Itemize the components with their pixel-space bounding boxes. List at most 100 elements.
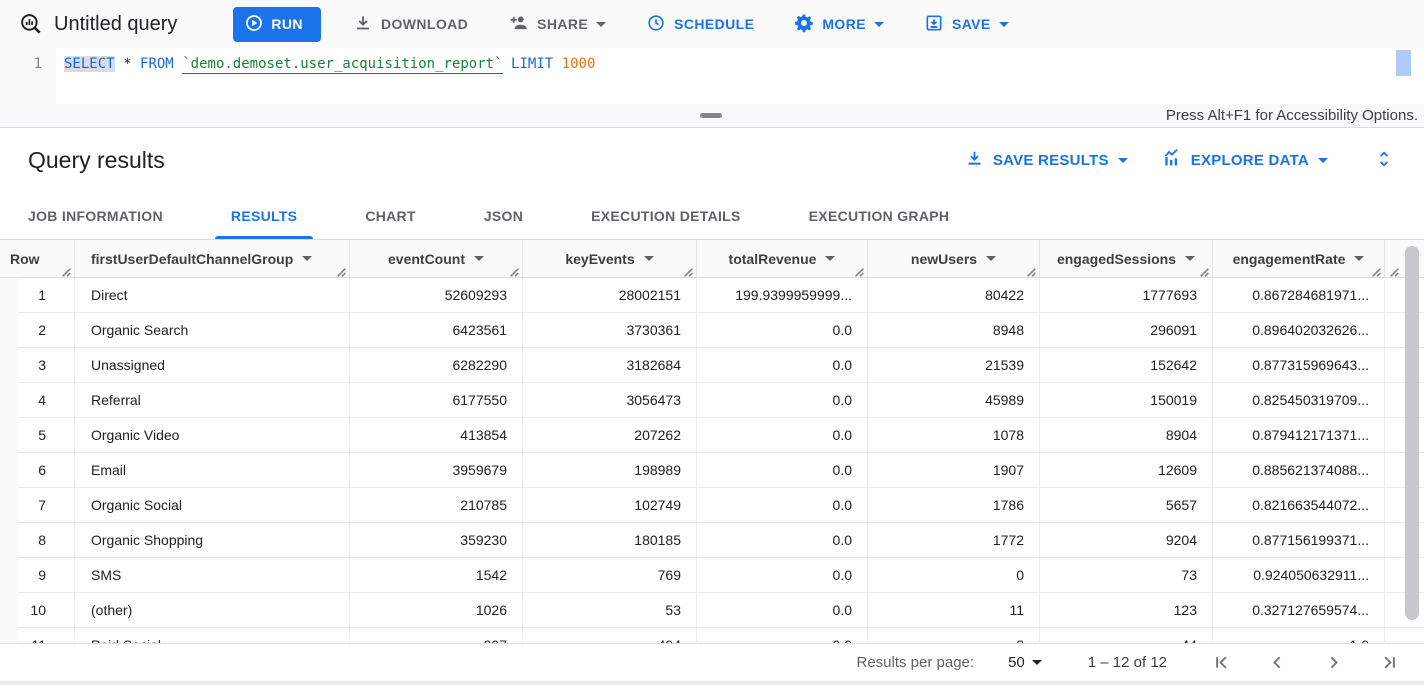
column-resize-grip[interactable] [509,265,520,277]
splitter-drag-handle[interactable] [700,113,722,118]
column-resize-grip[interactable] [336,265,347,277]
cell-engagementRate[interactable]: 0.924050632911... [1213,558,1385,592]
cell-engagedSessions[interactable]: 9204 [1040,523,1213,557]
cell-newUsers[interactable]: 11 [868,593,1040,627]
row-number-cell[interactable]: 2 [0,313,75,347]
save-button[interactable]: SAVE [916,7,1017,42]
column-header-engagedSessions[interactable]: engagedSessions [1040,240,1213,277]
cell-engagedSessions[interactable]: 296091 [1040,313,1213,347]
cell-engagedSessions[interactable]: 8904 [1040,418,1213,452]
cell-engagementRate[interactable]: 0.885621374088... [1213,453,1385,487]
cell-engagementRate[interactable]: 0.879412171371... [1213,418,1385,452]
cell-newUsers[interactable]: 80422 [868,278,1040,312]
row-number-cell[interactable]: 8 [0,523,75,557]
sql-editor[interactable]: 1 SELECT * FROM `demo.demoset.user_acquisit… [0,48,1424,104]
cell-eventCount[interactable]: 6423561 [350,313,523,347]
cell-totalRevenue[interactable]: 0.0 [697,628,868,643]
cell-eventCount[interactable]: 1026 [350,593,523,627]
sql-code-line[interactable]: SELECT * FROM `demo.demoset.user_acquisitio… [56,48,604,104]
sort-menu-icon[interactable] [474,256,484,266]
row-number-cell[interactable]: 10 [0,593,75,627]
cell-totalRevenue[interactable]: 0.0 [697,383,868,417]
cell-firstUserDefaultChannelGroup[interactable]: Email [75,453,350,487]
row-number-cell[interactable]: 11 [0,628,75,643]
cell-engagementRate[interactable]: 0.896402032626... [1213,313,1385,347]
cell-newUsers[interactable]: 1786 [868,488,1040,522]
tab-chart[interactable]: CHART [365,207,416,224]
cell-engagementRate[interactable]: 0.877315969643... [1213,348,1385,382]
page-size-select[interactable]: 50 [1008,654,1042,671]
cell-eventCount[interactable]: 413854 [350,418,523,452]
cell-firstUserDefaultChannelGroup[interactable]: SMS [75,558,350,592]
explore-data-button[interactable]: EXPLORE DATA [1152,142,1338,178]
cell-keyEvents[interactable]: 180185 [523,523,697,557]
horizontal-scrollbar-track[interactable] [0,681,1424,685]
tab-json[interactable]: JSON [483,207,524,224]
cell-newUsers[interactable]: 1907 [868,453,1040,487]
editor-scrollbar-thumb[interactable] [1396,50,1411,76]
cell-engagementRate[interactable]: 0.877156199371... [1213,523,1385,557]
cell-firstUserDefaultChannelGroup[interactable]: Organic Video [75,418,350,452]
column-header-Row[interactable]: Row [0,240,75,277]
cell-firstUserDefaultChannelGroup[interactable]: Organic Search [75,313,350,347]
next-page-button[interactable] [1321,650,1346,675]
cell-engagedSessions[interactable]: 12609 [1040,453,1213,487]
column-header-keyEvents[interactable]: keyEvents [523,240,697,277]
more-button[interactable]: MORE [786,7,892,42]
row-number-cell[interactable]: 7 [0,488,75,522]
cell-keyEvents[interactable]: 102749 [523,488,697,522]
cell-firstUserDefaultChannelGroup[interactable]: Organic Social [75,488,350,522]
cell-engagementRate[interactable]: 1.0 [1213,628,1385,643]
row-number-cell[interactable]: 1 [0,278,75,312]
cell-totalRevenue[interactable]: 0.0 [697,348,868,382]
tab-job-information[interactable]: JOB INFORMATION [28,207,163,224]
sort-menu-icon[interactable] [825,256,836,266]
cell-newUsers[interactable]: 1772 [868,523,1040,557]
column-header-firstUserDefaultChannelGroup[interactable]: firstUserDefaultChannelGroup [75,240,350,277]
cell-totalRevenue[interactable]: 0.0 [697,453,868,487]
run-button[interactable]: RUN [233,6,321,42]
cell-firstUserDefaultChannelGroup[interactable]: Organic Shopping [75,523,350,557]
cell-engagementRate[interactable]: 0.867284681971... [1213,278,1385,312]
cell-firstUserDefaultChannelGroup[interactable]: (other) [75,593,350,627]
cell-engagedSessions[interactable]: 150019 [1040,383,1213,417]
sort-menu-icon[interactable] [302,256,313,266]
sort-menu-icon[interactable] [986,256,997,266]
sort-menu-icon[interactable] [1354,256,1365,266]
row-number-cell[interactable]: 9 [0,558,75,592]
row-number-cell[interactable]: 6 [0,453,75,487]
column-resize-grip[interactable] [61,265,72,277]
cell-eventCount[interactable]: 359230 [350,523,523,557]
column-resize-grip[interactable] [683,265,694,277]
previous-page-button[interactable] [1265,650,1290,675]
last-page-button[interactable] [1377,650,1402,675]
cell-totalRevenue[interactable]: 0.0 [697,418,868,452]
column-resize-grip[interactable] [1371,265,1382,277]
row-number-cell[interactable]: 3 [0,348,75,382]
tab-execution-details[interactable]: EXECUTION DETAILS [591,207,741,224]
cell-keyEvents[interactable]: 28002151 [523,278,697,312]
cell-engagedSessions[interactable]: 73 [1040,558,1213,592]
cell-keyEvents[interactable]: 3056473 [523,383,697,417]
tab-execution-graph[interactable]: EXECUTION GRAPH [808,207,950,224]
cell-totalRevenue[interactable]: 199.9399959999... [697,278,868,312]
cell-eventCount[interactable]: 997 [350,628,523,643]
cell-newUsers[interactable]: 45989 [868,383,1040,417]
sort-menu-icon[interactable] [643,256,654,266]
column-resize-grip[interactable] [1199,265,1210,277]
sql-table-reference[interactable]: `demo.demoset.user_acquisition_report` [182,56,503,74]
cell-totalRevenue[interactable]: 0.0 [697,523,868,557]
cell-eventCount[interactable]: 52609293 [350,278,523,312]
cell-totalRevenue[interactable]: 0.0 [697,558,868,592]
cell-firstUserDefaultChannelGroup[interactable]: Paid Social [75,628,350,643]
cell-eventCount[interactable]: 1542 [350,558,523,592]
cell-totalRevenue[interactable]: 0.0 [697,313,868,347]
cell-keyEvents[interactable]: 53 [523,593,697,627]
cell-engagedSessions[interactable]: 123 [1040,593,1213,627]
column-header-engagementRate[interactable]: engagementRate [1213,240,1385,277]
cell-firstUserDefaultChannelGroup[interactable]: Unassigned [75,348,350,382]
schedule-button[interactable]: SCHEDULE [638,7,762,42]
column-header-totalRevenue[interactable]: totalRevenue [697,240,868,277]
cell-keyEvents[interactable]: 198989 [523,453,697,487]
cell-firstUserDefaultChannelGroup[interactable]: Direct [75,278,350,312]
